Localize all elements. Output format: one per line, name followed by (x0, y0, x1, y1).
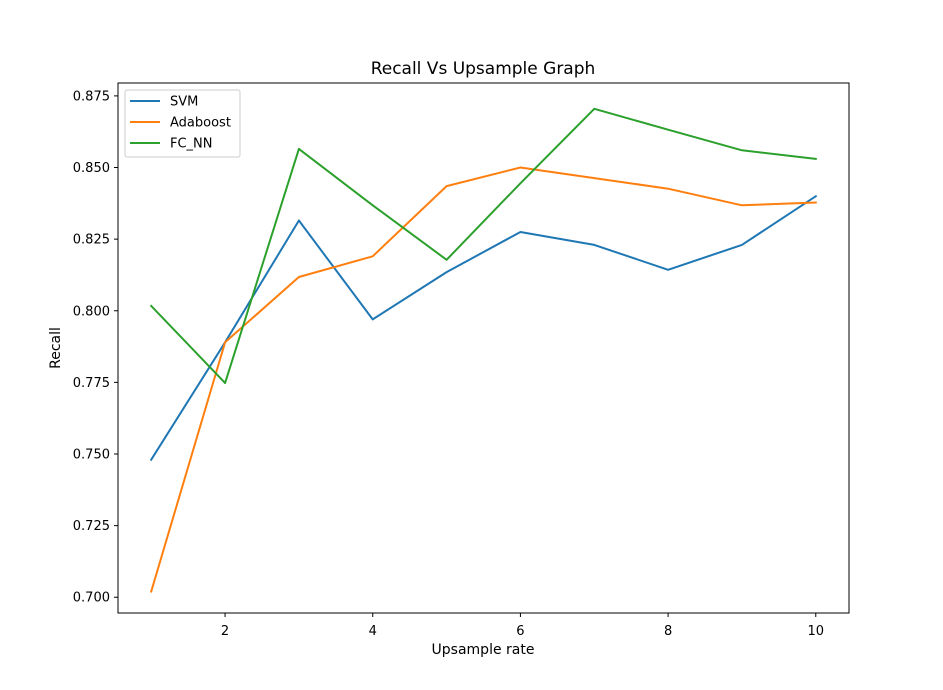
legend-label: SVM (170, 95, 198, 110)
legend-label: FC_NN (170, 137, 213, 152)
x-tick-label: 2 (221, 624, 229, 639)
y-tick-label: 0.700 (73, 591, 110, 606)
y-ticks-group: 0.700 0.725 0.750 0.775 0.800 0.825 0.850 0.875 (73, 89, 118, 606)
series-line-fc-nn (149, 107, 817, 384)
y-tick-label: 0.800 (73, 304, 110, 319)
y-tick-label: 0.850 (73, 161, 110, 176)
y-axis-label: Recall (48, 327, 64, 369)
legend-label: Adaboost (170, 116, 231, 131)
x-axis-label: Upsample rate (432, 642, 535, 658)
y-tick-label: 0.750 (73, 448, 110, 463)
y-tick-label: 0.775 (73, 376, 110, 391)
y-tick-label: 0.725 (73, 519, 110, 534)
x-ticks-group: 2 4 6 8 10 (221, 613, 824, 639)
y-tick-label: 0.875 (73, 89, 110, 104)
chart-title: Recall Vs Upsample Graph (371, 59, 596, 79)
x-tick-label: 6 (516, 624, 524, 639)
x-tick-label: 8 (664, 624, 672, 639)
legend-box (124, 89, 241, 158)
series-lines-group (149, 107, 818, 593)
series-line-svm (149, 194, 818, 462)
series-line-adaboost (149, 166, 817, 593)
y-tick-label: 0.825 (73, 233, 110, 248)
x-tick-label: 10 (807, 624, 824, 639)
legend: SVM Adaboost FC_NN (124, 89, 241, 158)
plot-area-frame (117, 82, 850, 614)
x-tick-label: 4 (369, 624, 377, 639)
